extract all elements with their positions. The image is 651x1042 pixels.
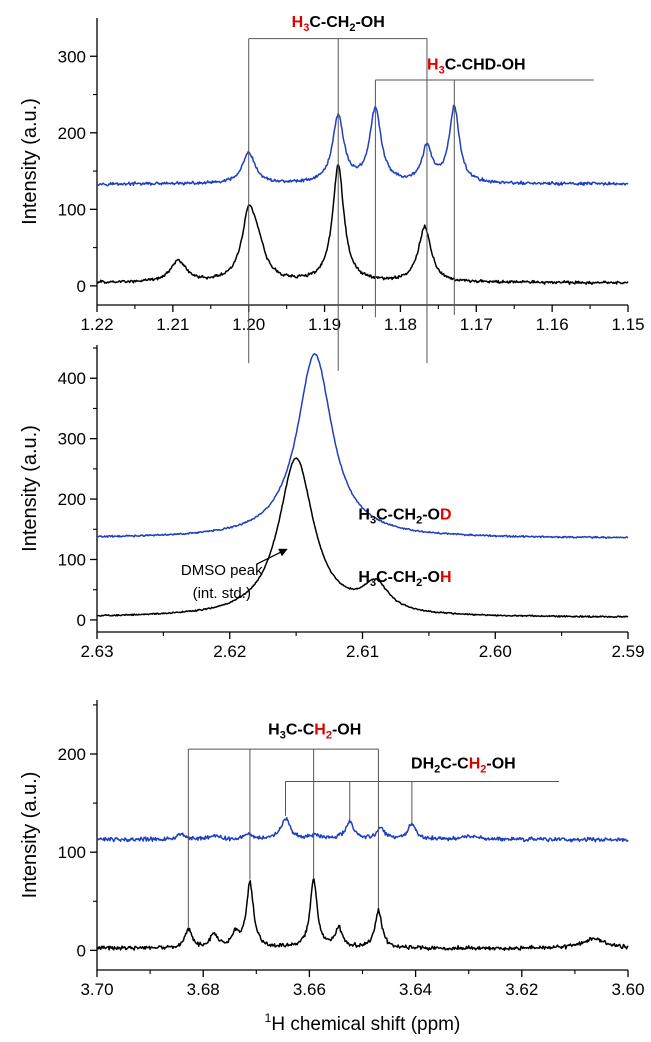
annotation-part: 2 <box>416 515 422 527</box>
x-tick-label: 1.19 <box>308 315 341 334</box>
annotation-part: -OH <box>355 14 384 31</box>
y-tick-label: 200 <box>58 745 86 764</box>
annotation-part: H <box>292 14 304 31</box>
series-2-spectrum-line <box>96 164 629 286</box>
series-1-spectrum-line <box>96 817 629 843</box>
panel-1: 1.22 1.21 1.20 1.19 1.18 1.17 1.16 1.1501002003… <box>19 14 645 371</box>
annotation-part: 3 <box>280 729 286 741</box>
y-tick-label: 0 <box>77 941 86 960</box>
y-tick-label: 100 <box>58 200 86 219</box>
annotation-part: 3 <box>439 64 445 76</box>
annotation-part: C-C <box>440 756 469 773</box>
annotation-part: C-CH <box>376 569 416 586</box>
x-axis-title-sup: 1 <box>265 1011 272 1025</box>
annotation-part: C-CH <box>376 507 416 524</box>
x-tick-label: 2.59 <box>611 642 644 661</box>
x-tick-label: 1.21 <box>156 315 189 334</box>
series-1-spectrum-line <box>96 104 629 187</box>
annotation-part: C-CHD-OH <box>445 56 526 73</box>
y-tick-label: 300 <box>58 430 86 449</box>
x-tick-label: 1.17 <box>460 315 493 334</box>
x-tick-label: 3.70 <box>80 980 113 999</box>
annotation-part: 2 <box>349 22 355 34</box>
annotation-part: H <box>427 56 439 73</box>
annotation-part: 3 <box>370 577 376 589</box>
annotation-part: H <box>314 721 326 738</box>
annotation-part: DH <box>411 756 434 773</box>
annotation-2: H3C-CHD-OH <box>427 56 526 76</box>
x-tick-label: 1.22 <box>80 315 113 334</box>
annotation-part: -O <box>422 569 440 586</box>
annotation-2: H3C-CH2-OH <box>358 569 451 589</box>
annotation-part: 3 <box>303 22 309 34</box>
x-tick-label: 3.64 <box>399 980 432 999</box>
x-tick-label: 2.62 <box>213 642 246 661</box>
x-tick-label: 3.66 <box>293 980 326 999</box>
series-1-spectrum-line <box>96 352 629 540</box>
x-tick-label: 1.18 <box>384 315 417 334</box>
annotation-part: 2 <box>480 764 486 776</box>
y-tick-label: 100 <box>58 843 86 862</box>
x-tick-label: 1.16 <box>536 315 569 334</box>
dmso-arrow <box>256 548 288 565</box>
panel-2: 2.63 2.62 2.61 2.60 2.59 0 100 200 300 400 Intensi… <box>19 345 645 661</box>
annotation-1: H3C-CH2-OD <box>358 507 451 527</box>
x-tick-label: 3.60 <box>611 980 644 999</box>
x-axis-title: 1H chemical shift (ppm) <box>265 1011 461 1035</box>
y-axis-title: Intensity (a.u.) <box>19 98 41 225</box>
y-tick-label: 0 <box>77 611 86 630</box>
y-tick-label: 400 <box>58 369 86 388</box>
annotation-part: D <box>440 507 452 524</box>
y-tick-label: 0 <box>77 277 86 296</box>
annotation-part: C-CH <box>309 14 349 31</box>
x-tick-label: 3.68 <box>187 980 220 999</box>
panel-3: 3.70 3.68 3.66 3.64 3.62 3.60 0 100 200 Intensity… <box>19 700 645 1035</box>
y-tick-label: 100 <box>58 550 86 569</box>
annotation-part: C-C <box>286 721 315 738</box>
annotation-part: -OH <box>486 756 515 773</box>
annotation-part: H <box>358 507 370 524</box>
annotation-part: -OH <box>332 721 361 738</box>
x-axis-title-text: H chemical shift (ppm) <box>271 1014 460 1035</box>
series-2-spectrum-line <box>96 457 629 619</box>
annotation-part: 2 <box>326 729 332 741</box>
y-tick-label: 200 <box>58 490 86 509</box>
x-tick-label: 1.15 <box>611 315 644 334</box>
annotation-part: 2 <box>434 764 440 776</box>
annotation-2: DH2C-CH2-OH <box>411 756 516 776</box>
annotation-part: H <box>268 721 280 738</box>
note-1: DMSO peak <box>181 562 263 579</box>
annotation-part: H <box>358 569 370 586</box>
annotation-part: H <box>440 569 452 586</box>
annotation-part: 3 <box>370 515 376 527</box>
x-tick-label: 2.63 <box>80 642 113 661</box>
y-tick-label: 300 <box>58 47 86 66</box>
annotation-part: -O <box>422 507 440 524</box>
y-axis-title: Intensity (a.u.) <box>19 425 41 552</box>
note-2: (int. std.) <box>193 585 251 602</box>
annotation-1: H3C-CH2-OH <box>268 721 361 741</box>
x-tick-label: 3.62 <box>505 980 538 999</box>
x-tick-label: 2.60 <box>479 642 512 661</box>
series-2-spectrum-line <box>96 878 629 951</box>
y-axis-title: Intensity (a.u.) <box>19 772 41 899</box>
annotation-1: H3C-CH2-OH <box>292 14 385 34</box>
annotation-part: 2 <box>416 577 422 589</box>
x-tick-label: 2.61 <box>346 642 379 661</box>
y-tick-label: 200 <box>58 124 86 143</box>
annotation-part: H <box>469 756 481 773</box>
